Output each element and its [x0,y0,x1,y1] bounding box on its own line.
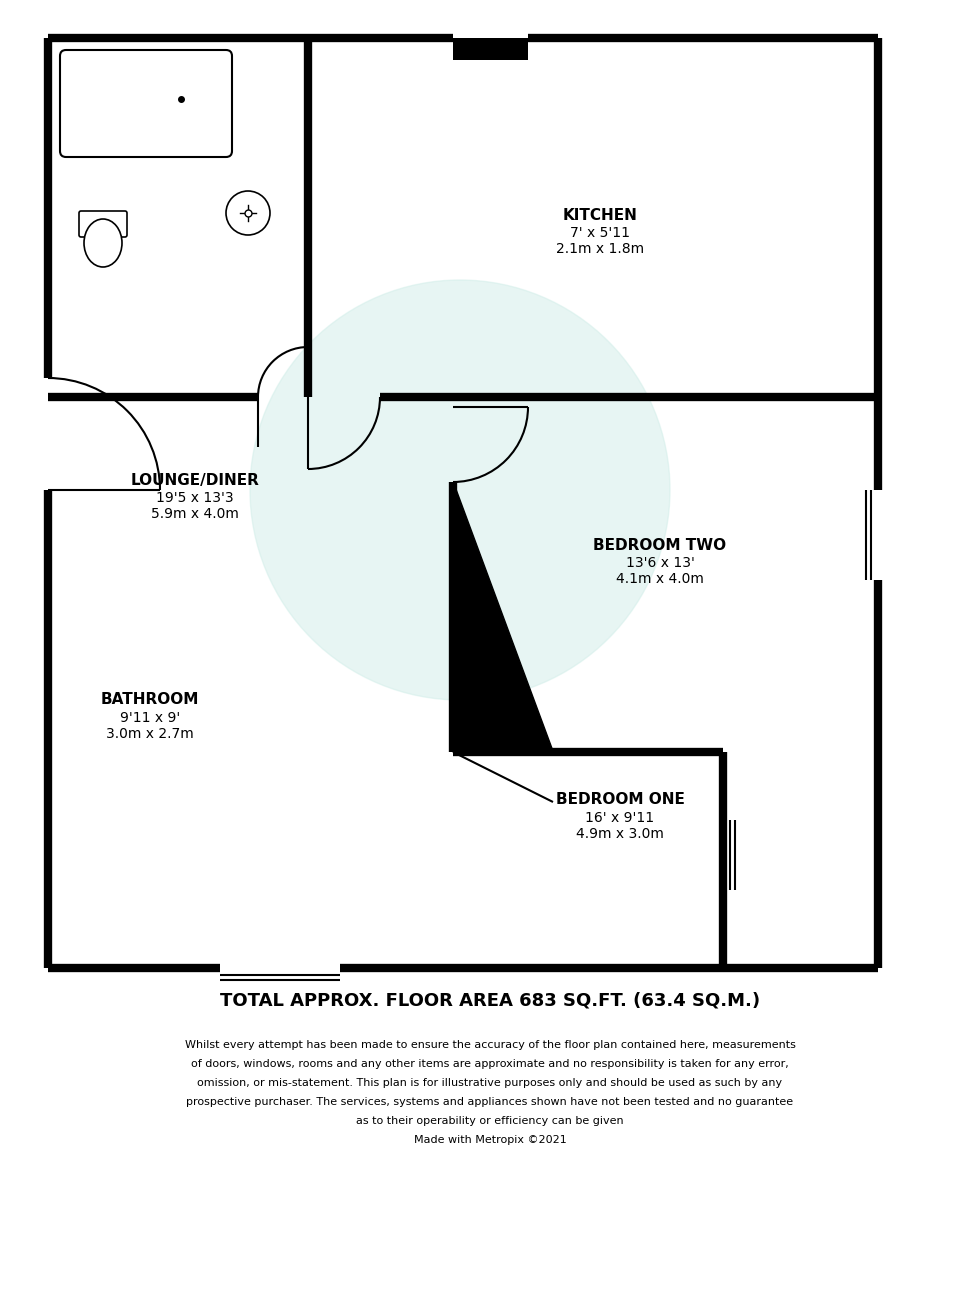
Text: prospective purchaser. The services, systems and appliances shown have not been : prospective purchaser. The services, sys… [186,1097,794,1106]
Text: 9'11 x 9': 9'11 x 9' [120,710,180,725]
Text: 5.9m x 4.0m: 5.9m x 4.0m [151,507,239,521]
Text: as to their operability or efficiency can be given: as to their operability or efficiency ca… [356,1115,624,1126]
FancyBboxPatch shape [79,211,127,237]
Text: of doors, windows, rooms and any other items are approximate and no responsibili: of doors, windows, rooms and any other i… [191,1058,789,1069]
Text: 7' x 5'11: 7' x 5'11 [570,226,630,239]
Text: Whilst every attempt has been made to ensure the accuracy of the floor plan cont: Whilst every attempt has been made to en… [184,1040,796,1049]
Ellipse shape [84,219,122,267]
FancyBboxPatch shape [60,50,232,157]
Text: 3.0m x 2.7m: 3.0m x 2.7m [106,727,194,741]
Bar [453,38,528,60]
Text: 19'5 x 13'3: 19'5 x 13'3 [156,490,234,505]
Text: 4.1m x 4.0m: 4.1m x 4.0m [616,572,704,586]
Text: KITCHEN: KITCHEN [563,207,637,223]
Circle shape [250,280,670,700]
Text: TOTAL APPROX. FLOOR AREA 683 SQ.FT. (63.4 SQ.M.): TOTAL APPROX. FLOOR AREA 683 SQ.FT. (63.… [220,992,760,1011]
Text: 13'6 x 13': 13'6 x 13' [625,556,695,569]
Text: 2.1m x 1.8m: 2.1m x 1.8m [556,242,644,256]
Text: 16' x 9'11: 16' x 9'11 [585,811,655,826]
Polygon shape [453,481,553,752]
Text: BEDROOM TWO: BEDROOM TWO [594,537,726,553]
Ellipse shape [226,192,270,236]
Text: LOUNGE/DINER: LOUNGE/DINER [130,472,260,488]
Text: 4.9m x 3.0m: 4.9m x 3.0m [576,827,663,841]
Text: BEDROOM ONE: BEDROOM ONE [556,792,684,807]
Text: Made with Metropix ©2021: Made with Metropix ©2021 [414,1135,566,1145]
Text: omission, or mis-statement. This plan is for illustrative purposes only and shou: omission, or mis-statement. This plan is… [197,1078,783,1088]
Text: BATHROOM: BATHROOM [101,692,199,708]
